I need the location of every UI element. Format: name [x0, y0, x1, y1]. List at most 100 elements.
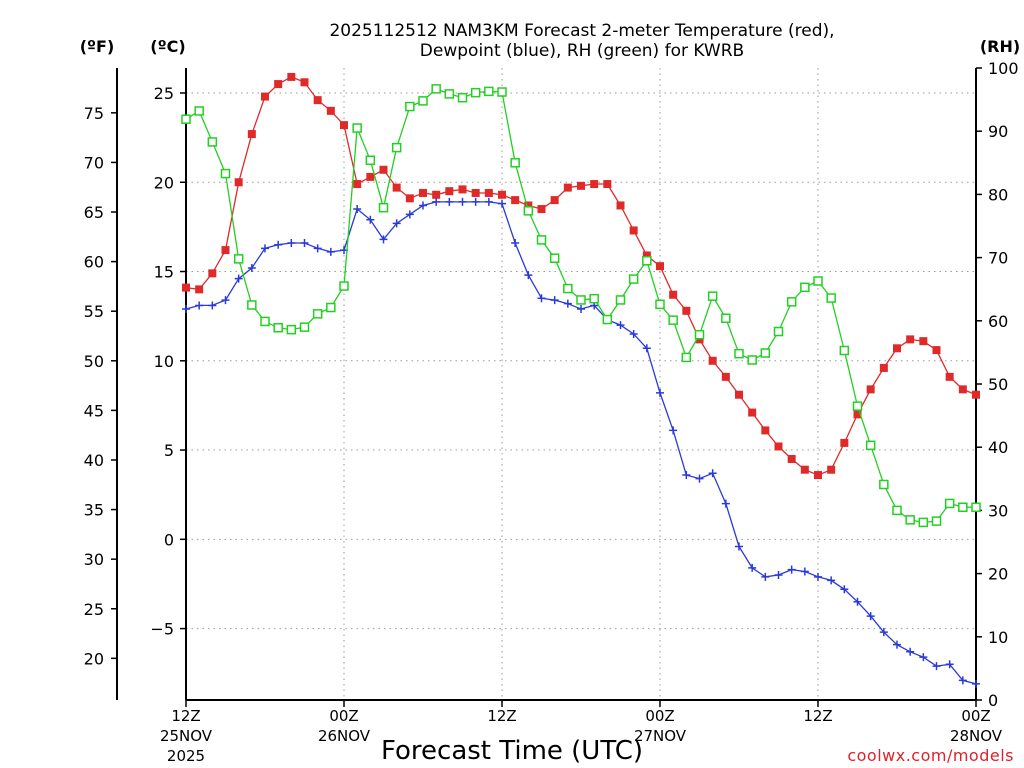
fahrenheit-tick-label: 45 [84, 401, 104, 420]
dewpoint-point [326, 247, 335, 256]
temperature-point [247, 130, 256, 139]
x-tick-label: 00Z [961, 707, 990, 725]
temperature-point [511, 196, 520, 205]
rh-point [734, 348, 744, 359]
temperature-point [182, 283, 190, 292]
dewpoint-point [735, 542, 743, 551]
rh-point [628, 274, 639, 284]
rh-point [958, 502, 968, 512]
celsius-tick-label: 20 [154, 173, 174, 192]
fahrenheit-tick-label: 70 [84, 153, 104, 172]
dewpoint-point [827, 576, 836, 585]
fahrenheit-tick-label: 30 [84, 550, 104, 569]
x-tick-label: 12Z [803, 707, 832, 725]
dewpoint-point [642, 344, 651, 353]
dewpoint-point [577, 305, 585, 314]
dewpoint-point [879, 628, 888, 637]
temperature-point [405, 194, 414, 203]
dewpoint-point [972, 679, 980, 688]
dewpoint-point [274, 240, 283, 249]
dewpoint-point [774, 571, 783, 580]
rh-point [418, 96, 428, 106]
fahrenheit-tick-label: 65 [84, 203, 104, 222]
dewpoint-point [748, 563, 757, 572]
rh-point [312, 309, 323, 319]
dewpoint-point [195, 301, 204, 310]
dewpoint-point [234, 274, 243, 283]
credit-text: coolwx.com/models [847, 746, 1014, 765]
chart-title-line-1: 2025112512 NAM3KM Forecast 2-meter Tempe… [329, 21, 834, 41]
temperature-point [208, 269, 217, 278]
dewpoint-point [563, 299, 572, 308]
temperature-point [972, 390, 980, 399]
rh-point [615, 295, 626, 305]
rh-point [905, 515, 915, 525]
dewpoint-point [458, 197, 467, 206]
fahrenheit-tick-label: 60 [84, 253, 104, 272]
celsius-tick-label: 25 [154, 84, 174, 103]
fahrenheit-tick-label: 35 [84, 501, 104, 520]
celsius-tick-label: 5 [164, 441, 174, 460]
fahrenheit-tick-label: 75 [84, 104, 104, 123]
dewpoint-point [800, 567, 809, 576]
temperature-point [577, 181, 585, 190]
temperature-point [656, 262, 664, 271]
dewpoint-point [300, 238, 309, 247]
temperature-point [287, 72, 296, 81]
x-tick-year-label: 2025 [167, 747, 205, 765]
temperature-point [919, 337, 928, 346]
dewpoint-point [432, 197, 441, 206]
dewpoint-point [840, 585, 849, 594]
temperature-point [471, 188, 480, 197]
dewpoint-point [471, 197, 480, 206]
dewpoint-point [524, 271, 533, 280]
temperature-point [735, 390, 743, 399]
temperature-point [340, 121, 348, 130]
dewpoint-point [261, 244, 269, 253]
dewpoint-point [366, 215, 375, 224]
rh-tick-label: 100 [988, 59, 1019, 78]
rh-point [220, 168, 231, 179]
fahrenheit-tick-label: 40 [84, 451, 104, 470]
x-tick-date-label: 28NOV [950, 727, 1003, 745]
rh-tick-label: 10 [988, 628, 1008, 647]
rh-unit-label: (RH) [980, 37, 1020, 56]
axes: −505101520252025303540455055606570750102… [84, 59, 1019, 765]
temperature-point [590, 180, 599, 189]
rh-point [497, 87, 507, 97]
celsius-tick-label: 15 [154, 263, 174, 282]
dewpoint-point [721, 499, 730, 508]
rh-point [892, 505, 902, 516]
dewpoint-point [353, 205, 362, 214]
rh-point [247, 300, 257, 310]
temperature-point [748, 408, 757, 417]
rh-point [773, 326, 784, 337]
x-tick-date-label: 26NOV [318, 727, 371, 745]
rh-tick-label: 30 [988, 501, 1008, 520]
rh-point [602, 314, 613, 325]
rh-point [668, 315, 678, 325]
x-tick-label: 00Z [329, 707, 358, 725]
temperature-point [866, 385, 875, 394]
temperature-point [300, 78, 309, 87]
rh-point [444, 89, 455, 99]
rh-point [826, 293, 836, 303]
rh-point [378, 202, 389, 213]
dewpoint-point [932, 662, 941, 671]
rh-point [971, 502, 981, 512]
rh-point [549, 253, 560, 263]
rh-point [457, 92, 468, 103]
dewpoint-point [445, 197, 454, 206]
dewpoint-point [814, 572, 822, 581]
dewpoint-point [682, 471, 691, 480]
x-tick-label: 12Z [171, 707, 200, 725]
temperature-point [827, 465, 836, 474]
rh-tick-label: 40 [988, 438, 1008, 457]
temperature-point [787, 454, 796, 463]
rh-point [352, 123, 362, 133]
rh-point [655, 299, 665, 310]
fahrenheit-tick-label: 55 [84, 302, 104, 321]
series-rh [181, 84, 981, 528]
series-line [185, 201, 977, 685]
temperature-point [221, 246, 230, 255]
